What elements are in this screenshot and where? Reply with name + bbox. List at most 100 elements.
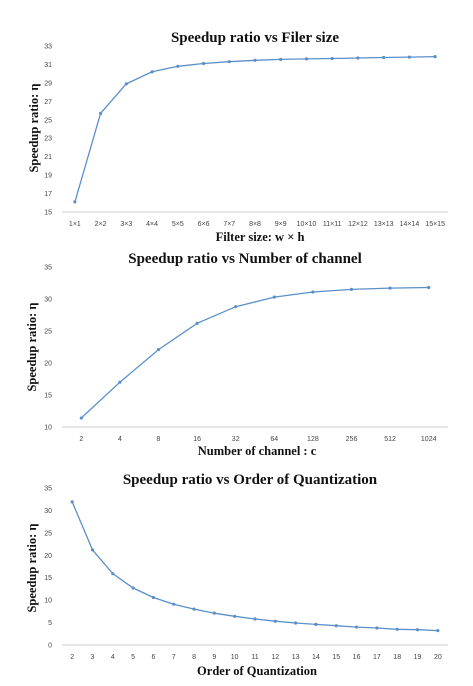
data-point [99,111,103,115]
data-point [272,295,276,299]
y-axis-title: Speedup ratio: η [25,523,39,612]
x-tick-label: 6 [151,654,155,661]
y-tick-label: 30 [44,508,52,515]
data-point [334,624,338,628]
data-point [354,625,359,629]
chart-number-of-channel: Speedup ratio vs Number of channel Speed… [25,251,448,458]
x-tick-label: 5×5 [172,221,184,228]
y-tick-label: 35 [44,486,52,493]
x-tick-label: 32 [232,436,240,443]
x-tick-label: 18 [393,654,401,661]
data-point [176,64,180,68]
x-tick-label: 2 [70,654,74,661]
data-point [212,611,216,615]
data-point [156,347,161,352]
y-tick-label: 17 [44,191,52,198]
series-line [74,55,436,203]
x-tick-label: 8 [192,654,196,661]
x-tick-label: 4 [118,436,122,443]
x-tick-label: 13 [292,654,300,661]
y-tick-label: 35 [44,265,52,272]
data-point [427,285,431,290]
y-tick-label: 31 [44,62,52,69]
data-point [382,55,386,60]
y-tick-label: 21 [44,154,52,161]
x-tick-label: 3×3 [120,221,132,228]
y-tick-label: 15 [44,575,52,582]
x-tick-label: 5 [131,654,135,661]
x-tick-label: 11×11 [323,221,342,228]
data-point [79,416,83,420]
y-tick-label: 25 [44,530,52,537]
y-tick-label: 5 [48,620,52,627]
series-line [80,286,429,419]
chart-title: Speedup ratio vs Number of channel [128,251,362,267]
x-tick-label: 16 [353,654,361,661]
chart-title: Speedup ratio vs Filer size [171,30,339,46]
y-tick-label: 27 [44,99,52,106]
x-tick-label: 4 [111,654,115,661]
data-point [131,586,135,590]
data-point [118,380,122,384]
x-tick-label: 512 [384,436,396,443]
x-axis-title: Number of channel : c [198,444,317,458]
x-tick-label: 13×13 [374,221,394,228]
y-axis-title: Speedup ratio: η [27,83,41,172]
data-point [436,629,440,633]
x-tick-label: 14×14 [400,221,420,228]
x-tick-label: 16 [193,436,201,443]
plot-area: 15 17 19 21 23 25 27 29 31 33 1×1 2×2 3×3 4×4 5×5 6×6 7×… [44,44,448,228]
x-tick-label: 19 [414,654,422,661]
data-point [201,61,206,66]
data-point [195,321,199,325]
data-point [90,548,95,552]
data-point [388,286,392,290]
x-tick-label: 4×4 [146,221,158,228]
data-point [375,626,379,630]
x-tick-label: 15×15 [425,221,445,228]
y-tick-label: 23 [44,136,52,143]
chart-order-of-quantization: Speedup ratio vs Order of Quantization S… [25,472,448,678]
data-point [192,607,196,611]
x-tick-label: 8×8 [249,221,261,228]
y-tick-label: 15 [44,393,52,400]
x-tick-label: 9 [212,654,216,661]
data-point [172,602,176,606]
chart-filter-size: Speedup ratio vs Filer size Speedup rati… [27,30,448,244]
x-tick-label: 15 [332,654,340,661]
data-point [433,55,437,59]
x-tick-label: 7 [172,654,176,661]
data-point [279,57,283,61]
data-point [73,200,77,204]
x-tick-label: 17 [373,654,381,661]
data-point [415,628,420,632]
data-point [151,595,156,600]
y-tick-label: 33 [44,44,52,51]
y-tick-label: 20 [44,553,52,560]
chart-title: Speedup ratio vs Order of Quantization [123,472,378,488]
data-point [227,60,231,64]
y-tick-label: 10 [44,425,52,432]
data-point [124,82,128,86]
y-tick-label: 29 [44,80,52,87]
data-point [330,56,334,61]
data-point [111,572,115,576]
x-axis-title: Order of Quantization [197,664,317,678]
y-tick-label: 25 [44,329,52,336]
x-tick-label: 2×2 [95,221,107,228]
x-tick-label: 10×10 [297,221,317,228]
data-point [70,500,74,504]
data-point [407,55,411,59]
x-tick-label: 10 [231,654,239,661]
data-point [356,56,360,60]
x-tick-label: 1024 [421,436,437,443]
x-tick-label: 128 [307,436,319,443]
x-tick-label: 8 [157,436,161,443]
series-line [71,501,438,632]
x-tick-label: 12×12 [348,221,368,228]
x-tick-label: 20 [434,654,442,661]
data-point [294,621,298,625]
y-tick-label: 19 [44,173,52,180]
x-tick-label: 6×6 [198,221,210,228]
data-point [150,70,154,74]
